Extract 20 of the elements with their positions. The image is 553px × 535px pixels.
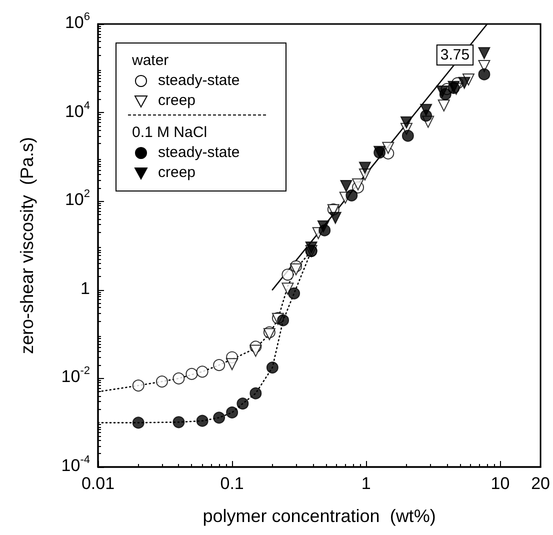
- x-tick-label: 20: [531, 474, 550, 493]
- x-tick-label: 10: [490, 474, 510, 493]
- y-tick-label: 10$^{-2}$: [61, 365, 90, 388]
- legend-label: creep: [158, 92, 196, 109]
- x-tick-label: 0.1: [220, 474, 244, 493]
- legend-label: creep: [158, 164, 196, 181]
- legend-label: steady-state: [158, 72, 240, 89]
- y-tick-label: 10$^{4}$: [64, 100, 90, 122]
- x-tick-label: 1: [361, 474, 371, 493]
- y-tick-label: 10$^{2}$: [64, 188, 90, 210]
- annotation: 0.1 M NaCl: [132, 124, 208, 141]
- y-tick-label: 10$^{6}$: [64, 11, 90, 33]
- y-axis-title: zero-shear viscosity (Pa.s): [17, 136, 37, 354]
- y-tick-label: 1: [80, 278, 90, 299]
- x-tick-label: 0.01: [81, 474, 115, 493]
- annotation: water: [131, 52, 169, 69]
- annotation: 3.75: [440, 46, 470, 64]
- y-tick-label: 10$^{-4}$: [61, 454, 90, 475]
- legend-label: steady-state: [158, 144, 240, 161]
- x-axis-title: polymer concentration (wt%): [202, 506, 436, 526]
